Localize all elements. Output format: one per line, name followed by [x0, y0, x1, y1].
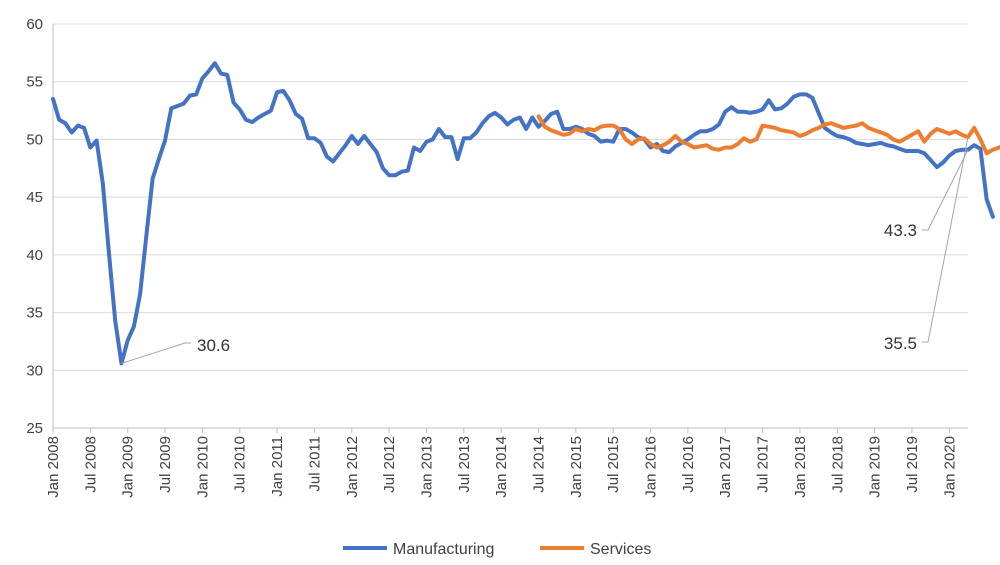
y-tick-label: 50 — [26, 131, 43, 148]
x-tick-label: Jul 2011 — [306, 436, 323, 492]
x-tick-label: Jan 2020 — [941, 436, 958, 498]
x-tick-label: Jul 2016 — [680, 436, 697, 493]
x-tick-label: Jan 2019 — [867, 436, 884, 498]
annotation-label: 30.6 — [197, 336, 230, 355]
y-tick-label: 40 — [26, 247, 43, 264]
legend-label: Services — [590, 541, 651, 558]
x-tick-label: Jul 2017 — [755, 436, 772, 493]
x-tick-label: Jan 2015 — [568, 436, 585, 498]
x-tick-label: Jul 2012 — [381, 436, 398, 493]
x-tick-label: Jan 2012 — [344, 436, 361, 498]
x-tick-label: Jan 2010 — [194, 436, 211, 498]
annotation-leader — [922, 149, 969, 231]
x-tick-label: Jan 2011 — [269, 436, 286, 497]
grid-lines — [53, 23, 968, 371]
x-tick-label: Jan 2016 — [643, 436, 660, 498]
annotations-layer: 30.6 43.3 35.5 — [121, 137, 969, 364]
y-axis: 25 30 35 40 45 50 55 60 — [26, 16, 43, 437]
x-tick-label: Jul 2018 — [829, 436, 846, 493]
x-tick-label: Jan 2013 — [418, 436, 435, 498]
legend: Manufacturing Services — [343, 541, 651, 558]
annotation-label: 43.3 — [884, 221, 917, 240]
y-tick-label: 30 — [26, 362, 43, 379]
y-tick-label: 35 — [26, 305, 43, 322]
x-axis: Jan 2008 Jul 2008 Jan 2009 Jul 2009 Jan 2010… — [45, 428, 958, 498]
x-tick-label: Jul 2015 — [605, 436, 622, 493]
annotation-leader — [922, 137, 969, 343]
series-line-manufacturing — [51, 61, 995, 366]
x-tick-label: Jan 2017 — [717, 436, 734, 498]
x-tick-label: Jan 2009 — [120, 436, 137, 498]
plot-frame — [52, 24, 968, 429]
annotation-leader — [121, 342, 191, 364]
legend-label: Manufacturing — [393, 541, 494, 558]
x-tick-label: Jan 2018 — [792, 436, 809, 498]
x-tick-label: Jan 2008 — [45, 436, 62, 498]
series-layer — [51, 61, 1000, 366]
x-tick-label: Jan 2014 — [493, 436, 510, 498]
y-tick-label: 55 — [26, 74, 43, 91]
y-tick-label: 60 — [26, 16, 43, 33]
y-tick-label: 45 — [26, 189, 43, 206]
x-tick-label: Jul 2019 — [904, 436, 921, 493]
x-tick-label: Jul 2014 — [531, 436, 548, 493]
x-tick-label: Jul 2013 — [456, 436, 473, 493]
annotation-label: 35.5 — [884, 334, 917, 353]
x-tick-label: Jul 2010 — [232, 436, 249, 493]
series-line-services — [536, 114, 1000, 156]
x-tick-label: Jul 2009 — [157, 436, 174, 493]
x-tick-label: Jul 2008 — [82, 436, 99, 493]
y-tick-label: 25 — [26, 420, 43, 437]
